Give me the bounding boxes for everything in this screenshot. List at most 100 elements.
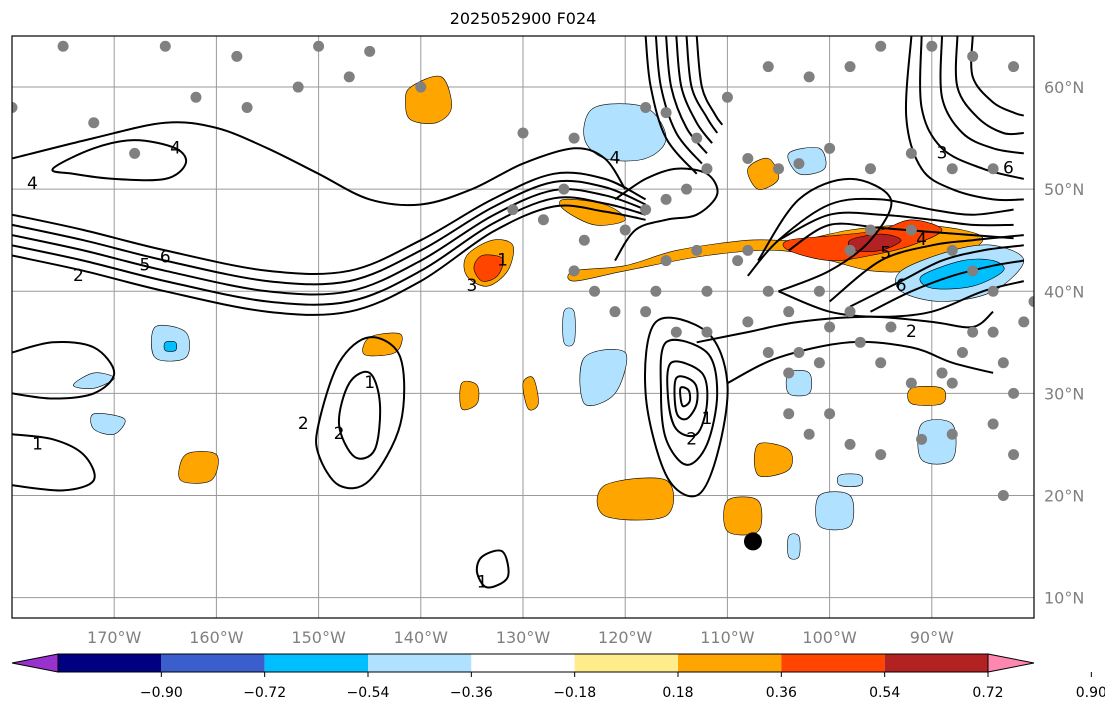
contour-line-5 [12,196,646,306]
station-point [773,163,784,175]
station-point [415,81,427,93]
positive-anomaly-region [473,254,504,282]
station-point [660,107,672,119]
colorbar-tick-label: 0.72 [972,685,1003,701]
station-point [987,163,999,175]
contour-line-1 [12,341,116,400]
station-point [578,234,590,246]
positive-anomaly-region [723,496,763,536]
contour-label: 6 [1003,159,1014,179]
station-point [844,61,856,73]
station-point [783,408,795,420]
contour-label: 1 [477,572,488,592]
negative-anomaly-region [90,413,126,435]
positive-anomaly-region [596,477,675,521]
contour-label: 2 [906,322,917,342]
station-point [681,183,693,195]
contour-line-6 [695,36,724,126]
y-tick-label: 20°N [1044,486,1084,505]
contour-line-2 [726,340,994,385]
contour-line-5 [679,386,692,408]
positive-anomaly-region [753,442,793,477]
colorbar-extend-low [11,653,59,673]
colorbar-tick-label: 0.54 [869,685,900,701]
colorbar-box [161,654,265,672]
negative-anomaly-region [815,491,855,531]
x-tick-label: 90°W [910,628,954,647]
colorbar-tick-label: −0.18 [553,685,596,701]
contour-line-4 [778,211,1014,242]
station-point [343,71,355,83]
contour-label: 4 [610,149,621,169]
contour-label: 1 [364,373,375,393]
positive-anomaly-region [907,386,947,406]
contour-line-2 [904,36,1024,202]
station-point [507,204,519,216]
station-point [1008,61,1020,73]
x-tick-label: 100°W [802,628,857,647]
contour-line-3 [666,360,709,438]
station-point [640,306,652,318]
contour-label: 1 [32,434,43,454]
station-point [946,428,958,440]
axis-layer: 170°W 160°W 150°W 140°W 130°W 120°W 110°W 100°W… [87,78,1084,647]
station-point [824,142,836,154]
contour-line-4 [675,36,713,144]
x-tick-label: 140°W [394,628,449,647]
station-point [691,244,703,256]
colorbar-box [58,654,162,672]
contour-line-5 [849,244,1024,308]
station-point [732,255,744,267]
x-tick-label: 130°W [496,628,551,647]
station-point [844,438,856,450]
station-point [875,40,887,52]
negative-anomaly-region [917,419,957,465]
station-point [517,127,529,139]
contour-line-1 [475,549,510,589]
colorbar-tick-label: 0.18 [662,685,693,701]
station-point [824,321,836,333]
contour-line-6 [970,36,1025,117]
contour-label: 1 [497,251,508,271]
negative-anomaly-region [579,348,628,406]
positive-anomaly-region [178,451,219,484]
contour-label: 4 [916,230,927,250]
contour-line-1 [644,36,698,175]
contour-label: 5 [139,256,150,276]
positive-anomaly-region [747,157,780,190]
contour-line-1 [12,121,627,207]
station-point [721,91,733,103]
colorbar-tick-label: −0.90 [140,685,183,701]
contour-line-5 [685,36,719,134]
negative-anomaly-region [72,372,115,389]
contour-label: 6 [160,248,171,268]
colorbar: −0.90 −0.72 −0.54 −0.36 −0.18 0.18 0.36 0.54 0.7… [11,653,1105,701]
contour-line-4 [673,375,699,421]
contour-label: 2 [73,266,84,286]
negative-anomaly-region [787,533,801,560]
contour-line-2 [337,370,382,460]
station-point [926,40,938,52]
station-point [864,224,876,236]
contour-label: 2 [686,429,697,449]
station-point [987,418,999,430]
station-point [12,101,18,113]
station-point [987,326,999,338]
colorbar-box [678,654,782,672]
station-point [813,285,825,297]
station-point [537,214,549,226]
station-point [803,428,815,440]
station-point [742,153,754,165]
station-point [854,336,866,348]
station-point [762,61,774,73]
station-point [190,91,202,103]
contour-label: 5 [880,243,891,263]
station-point [640,204,652,216]
negative-anomaly-region [163,341,178,352]
colorbar-tick-label: −0.72 [243,685,286,701]
station-point [905,224,917,236]
station-point [946,377,958,389]
contour-line-4 [51,139,188,182]
colorbar-tick-label: 0.36 [766,685,797,701]
